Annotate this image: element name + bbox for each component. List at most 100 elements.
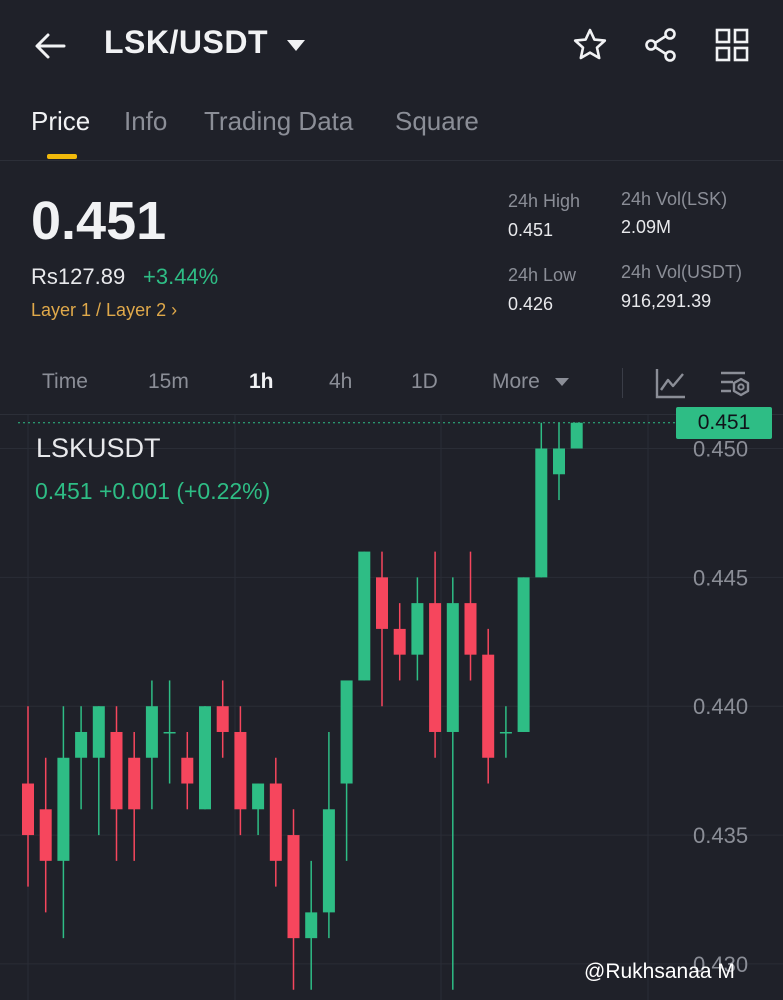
candle-body <box>252 783 265 810</box>
candle-body <box>340 680 353 784</box>
candle <box>393 603 406 681</box>
candle <box>287 809 300 990</box>
y-tick-label: 0.450 <box>693 437 748 462</box>
interval-1h[interactable]: 1h <box>249 370 274 393</box>
interval-bar: Time 15m 1h 4h 1D More <box>0 352 783 415</box>
candle-body <box>411 603 424 655</box>
grid-menu-icon[interactable] <box>713 26 751 64</box>
y-tick-label: 0.440 <box>693 694 748 719</box>
candle-body <box>57 757 70 861</box>
candle <box>464 551 477 681</box>
candle <box>446 577 459 990</box>
price-axis: 0.450 0.445 0.440 0.435 0.430 <box>693 437 748 977</box>
candle-body <box>128 757 141 810</box>
candle-body <box>269 783 282 861</box>
candle <box>92 706 105 836</box>
candle <box>57 706 70 939</box>
candle-body <box>234 731 247 810</box>
candle <box>110 706 123 861</box>
candle <box>39 757 52 913</box>
candle-body <box>92 706 105 758</box>
candle-body <box>358 551 371 681</box>
vol-quote-value: 916,291.39 <box>621 291 712 311</box>
tab-square[interactable]: Square <box>395 106 479 136</box>
interval-more[interactable]: More <box>492 370 540 393</box>
candle-body <box>535 448 548 578</box>
candle <box>75 706 88 810</box>
candle <box>499 706 512 758</box>
candle-body <box>145 706 158 758</box>
candle <box>305 860 318 990</box>
price-change: +3.44% <box>143 264 219 289</box>
vol-base-label: 24h Vol(LSK) <box>621 189 728 209</box>
more-chevron-down-icon[interactable] <box>555 378 569 386</box>
candle-body <box>39 809 52 861</box>
candle-body <box>429 603 442 732</box>
watermark-text: @Rukhsanaa M <box>584 960 735 983</box>
interval-1d[interactable]: 1D <box>411 370 438 393</box>
indicator-chart-icon[interactable] <box>654 366 688 400</box>
candle-series <box>22 422 583 990</box>
candle <box>252 783 265 836</box>
candle <box>269 757 282 887</box>
vol-base-value: 2.09M <box>621 217 672 237</box>
category-link[interactable]: Layer 1 / Layer 2 › <box>31 300 178 320</box>
candle-body <box>393 628 406 655</box>
candle <box>216 680 229 758</box>
pair-title[interactable]: LSK/USDT <box>104 24 268 60</box>
candle-body <box>110 731 123 810</box>
candle <box>570 422 583 449</box>
last-price: 0.451 <box>31 191 167 251</box>
star-icon[interactable] <box>571 26 609 64</box>
interval-4h[interactable]: 4h <box>329 370 353 393</box>
candle-body <box>553 448 565 475</box>
chevron-down-icon[interactable] <box>287 40 305 51</box>
candle <box>340 680 353 861</box>
chart-quote: 0.451 +0.001 (+0.22%) <box>35 478 271 504</box>
tab-price[interactable]: Price <box>31 106 91 136</box>
tab-info[interactable]: Info <box>124 106 168 136</box>
tab-trading-data[interactable]: Trading Data <box>204 106 354 136</box>
candle <box>145 680 158 810</box>
low-value: 0.426 <box>508 294 554 314</box>
fiat-price: Rs127.89 <box>31 264 126 289</box>
candle <box>429 551 442 758</box>
candle-body <box>570 422 583 449</box>
candle <box>517 577 530 732</box>
candle-body <box>305 912 318 939</box>
top-bar: LSK/USDT <box>0 0 783 92</box>
back-arrow-icon[interactable] <box>32 28 68 64</box>
chart-symbol: LSKUSDT <box>36 433 161 463</box>
tab-bar: Price Info Trading Data Square <box>0 92 783 161</box>
candle-body <box>287 835 300 939</box>
candle-body <box>376 577 388 629</box>
candle-body <box>216 706 229 732</box>
toolbar-divider <box>622 368 623 398</box>
y-tick-label: 0.445 <box>693 565 748 590</box>
low-label: 24h Low <box>508 265 577 285</box>
vol-quote-label: 24h Vol(USDT) <box>621 262 743 282</box>
interval-15m[interactable]: 15m <box>148 370 189 393</box>
candle-body <box>517 577 530 732</box>
last-price-badge: 0.451 <box>676 406 772 439</box>
share-icon[interactable] <box>642 26 680 64</box>
candle <box>358 551 371 681</box>
interval-time[interactable]: Time <box>42 370 88 393</box>
chart-settings-icon[interactable] <box>719 366 753 400</box>
candle-body <box>181 757 194 784</box>
candle <box>22 706 34 887</box>
candle-body <box>499 731 512 734</box>
candle <box>128 731 141 861</box>
candle-body <box>22 783 34 836</box>
candle <box>376 551 388 707</box>
candle-body <box>322 809 335 913</box>
high-label: 24h High <box>508 191 581 211</box>
high-value: 0.451 <box>508 220 554 240</box>
candle-body <box>199 706 211 810</box>
candle <box>553 422 565 501</box>
candlestick-chart[interactable]: 0.450 0.445 0.440 0.435 0.430 <box>0 415 783 1000</box>
candle <box>181 731 194 810</box>
y-tick-label: 0.430 <box>693 952 748 977</box>
candle <box>482 628 495 784</box>
candle-body <box>464 603 477 655</box>
